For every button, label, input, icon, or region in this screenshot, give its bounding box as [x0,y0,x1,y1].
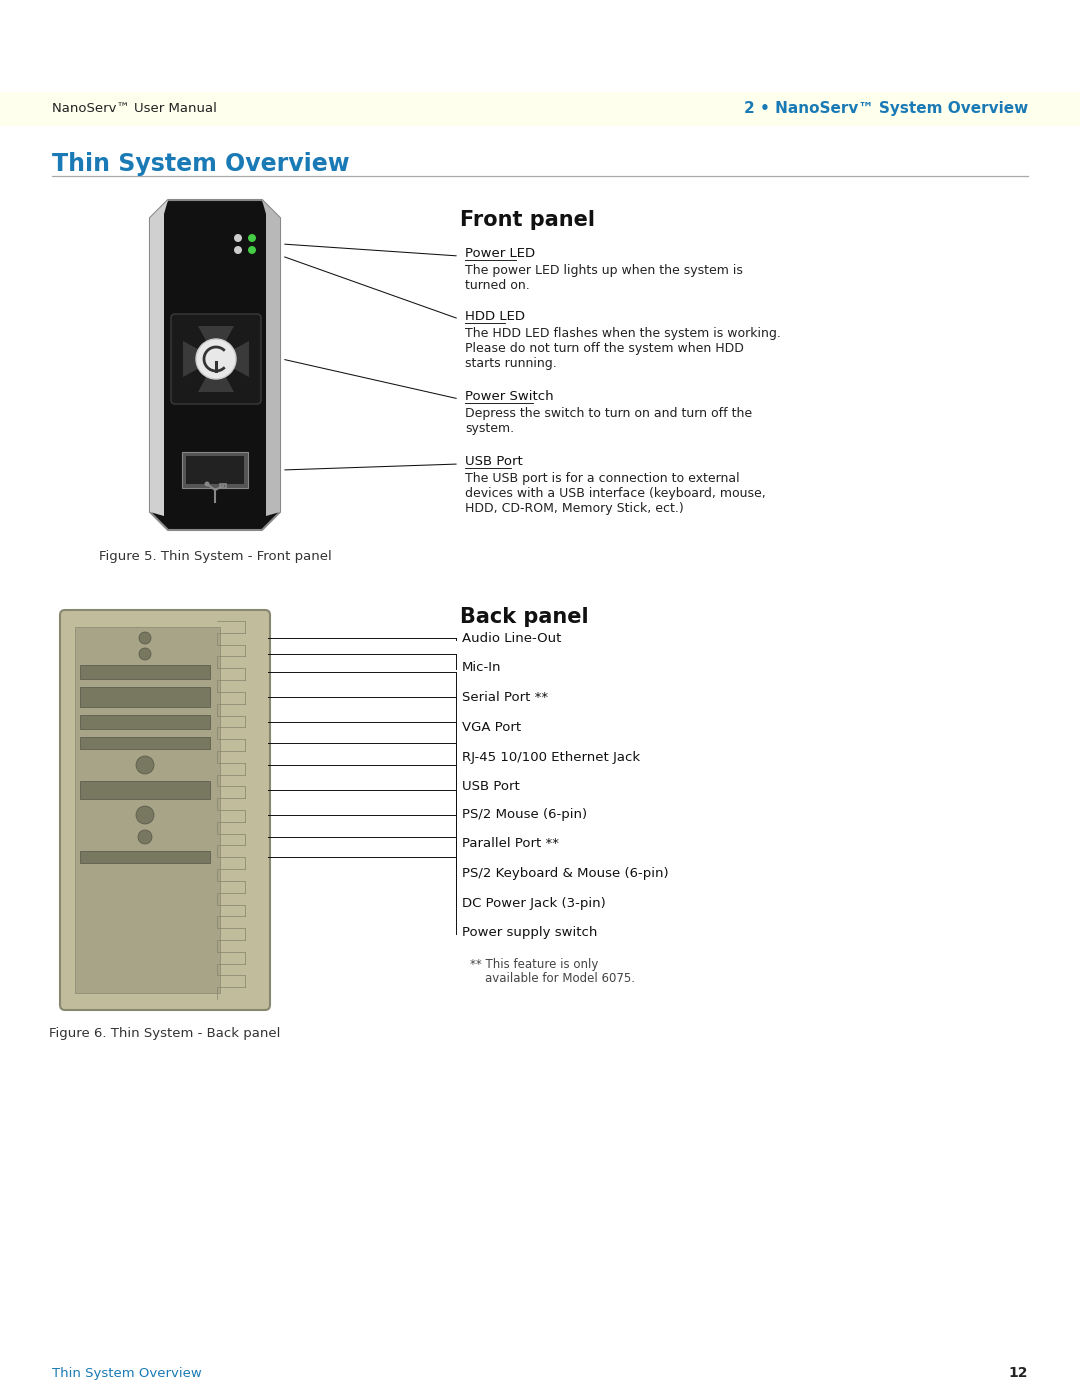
Text: DC Power Jack (3-pin): DC Power Jack (3-pin) [462,897,606,909]
Bar [80,665,210,679]
Bar [186,455,244,483]
Text: Power supply switch: Power supply switch [462,926,597,939]
Text: USB Port: USB Port [465,455,523,468]
Text: Thin System Overview: Thin System Overview [52,1366,202,1379]
Text: VGA Port: VGA Port [462,721,522,733]
Text: 2 • NanoServ™ System Overview: 2 • NanoServ™ System Overview [744,102,1028,116]
Text: Parallel Port **: Parallel Port ** [462,837,559,849]
Text: USB Port: USB Port [462,780,519,793]
Bar [80,687,210,707]
Circle shape [204,482,210,486]
Text: Thin System Overview: Thin System Overview [52,152,350,176]
Circle shape [234,246,242,254]
Text: The power LED lights up when the system is
turned on.: The power LED lights up when the system … [465,264,743,292]
Circle shape [138,830,152,844]
Bar [80,781,210,799]
Circle shape [136,756,154,774]
Circle shape [195,339,237,379]
Text: Figure 5. Thin System - Front panel: Figure 5. Thin System - Front panel [98,550,332,563]
Text: Serial Port **: Serial Port ** [462,692,549,704]
Text: Front panel: Front panel [460,210,595,231]
Text: Depress the switch to turn on and turn off the
system.: Depress the switch to turn on and turn o… [465,407,752,434]
Text: Audio Line-Out: Audio Line-Out [462,631,562,645]
FancyBboxPatch shape [171,314,261,404]
Text: NanoServ™ User Manual: NanoServ™ User Manual [52,102,217,116]
Text: Mic-In: Mic-In [462,661,501,673]
Bar [80,715,210,729]
Polygon shape [198,359,234,393]
Circle shape [248,246,256,254]
Text: RJ-45 10/100 Ethernet Jack: RJ-45 10/100 Ethernet Jack [462,752,640,764]
Polygon shape [198,326,234,359]
Bar [80,738,210,749]
Text: available for Model 6075.: available for Model 6075. [470,972,635,985]
Text: Power Switch: Power Switch [465,390,554,402]
Circle shape [139,631,151,644]
Text: ** This feature is only: ** This feature is only [470,958,598,971]
Polygon shape [216,341,249,377]
Polygon shape [183,341,216,377]
Polygon shape [150,200,280,529]
Text: HDD LED: HDD LED [465,310,525,323]
Text: Back panel: Back panel [460,608,589,627]
Bar [0,92,1080,126]
Circle shape [136,806,154,824]
Text: 12: 12 [1009,1366,1028,1380]
FancyBboxPatch shape [60,610,270,1010]
Text: Figure 6. Thin System - Back panel: Figure 6. Thin System - Back panel [50,1027,281,1039]
Circle shape [248,235,256,242]
Bar [80,851,210,863]
Circle shape [139,648,151,659]
Polygon shape [262,200,280,515]
Text: PS/2 Mouse (6-pin): PS/2 Mouse (6-pin) [462,807,588,821]
Text: PS/2 Keyboard & Mouse (6-pin): PS/2 Keyboard & Mouse (6-pin) [462,868,669,880]
Text: The USB port is for a connection to external
devices with a USB interface (keybo: The USB port is for a connection to exte… [465,472,766,515]
Text: Power LED: Power LED [465,247,535,260]
Polygon shape [150,200,168,515]
Circle shape [234,235,242,242]
Bar [183,453,248,488]
Bar [75,627,220,993]
Bar [220,483,226,488]
Text: The HDD LED flashes when the system is working.
Please do not turn off the syste: The HDD LED flashes when the system is w… [465,327,781,370]
